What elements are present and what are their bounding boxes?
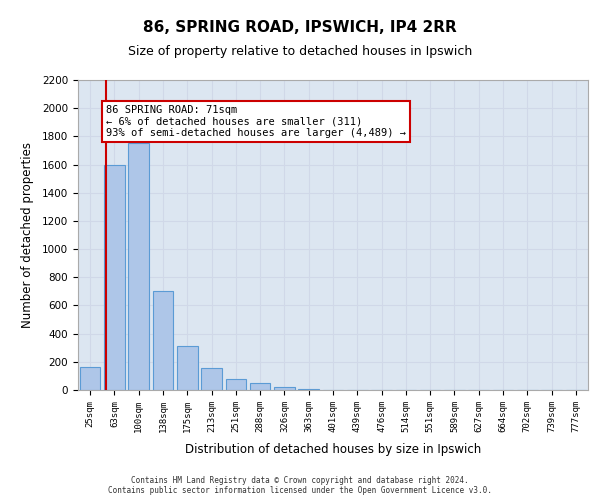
Y-axis label: Number of detached properties: Number of detached properties — [20, 142, 34, 328]
X-axis label: Distribution of detached houses by size in Ipswich: Distribution of detached houses by size … — [185, 443, 481, 456]
Bar — [201, 368, 222, 390]
Bar — [104, 164, 125, 390]
Bar — [274, 387, 295, 390]
Text: Contains HM Land Registry data © Crown copyright and database right 2024.
Contai: Contains HM Land Registry data © Crown c… — [108, 476, 492, 495]
Bar — [298, 388, 319, 390]
Bar — [226, 378, 246, 390]
Text: Size of property relative to detached houses in Ipswich: Size of property relative to detached ho… — [128, 45, 472, 58]
Text: 86 SPRING ROAD: 71sqm
← 6% of detached houses are smaller (311)
93% of semi-deta: 86 SPRING ROAD: 71sqm ← 6% of detached h… — [106, 105, 406, 138]
Text: 86, SPRING ROAD, IPSWICH, IP4 2RR: 86, SPRING ROAD, IPSWICH, IP4 2RR — [143, 20, 457, 35]
Bar — [152, 292, 173, 390]
Bar — [250, 383, 271, 390]
Bar — [177, 346, 197, 390]
Bar — [128, 144, 149, 390]
Bar — [80, 368, 100, 390]
